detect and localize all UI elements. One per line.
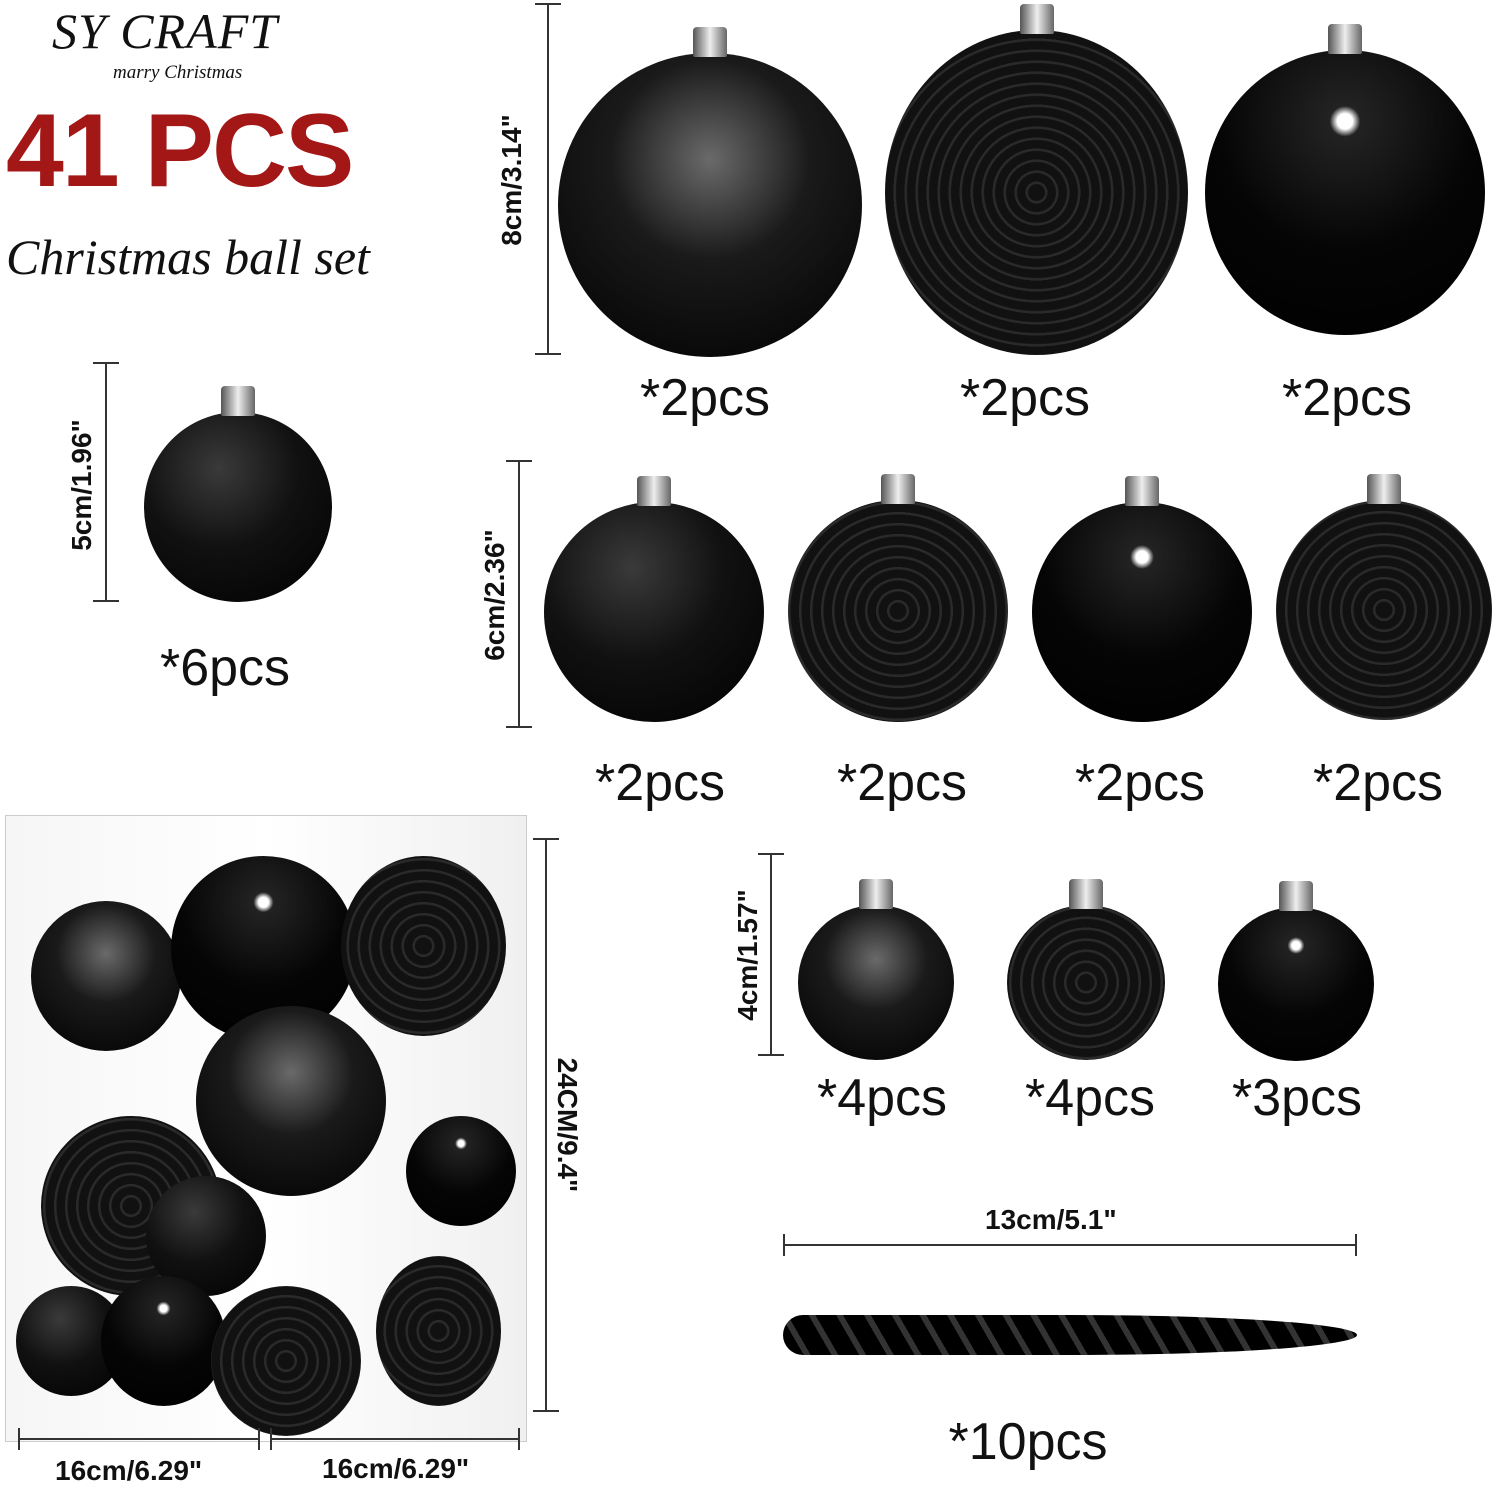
ornament-6cm-floral [788, 474, 1008, 722]
qty-label: *10pcs [948, 1413, 1108, 1471]
package-height-label: 24CM/9.4" [552, 1057, 583, 1193]
ornament-4cm-glitter [798, 879, 954, 1060]
dimension-line-5cm [93, 362, 119, 602]
qty-label: *4pcs [816, 1069, 948, 1127]
dimension-label-5cm: 5cm/1.96" [66, 419, 97, 551]
dimension-line-depth [270, 1428, 520, 1450]
piece-count: 41 PCS [6, 93, 354, 209]
dimension-label-4cm: 4cm/1.57" [732, 889, 763, 1021]
ornament-6cm-shiny [1032, 476, 1252, 722]
ornament-6cm-matte [544, 476, 764, 722]
dimension-line-height [533, 838, 559, 1412]
qty-label: *2pcs [1074, 754, 1206, 812]
dimension-line-13cm [783, 1234, 1357, 1256]
ornament-4cm-shiny [1218, 881, 1374, 1061]
package-depth-label: 16cm/6.29" [322, 1453, 470, 1484]
brand-logo: SY CRAFT [52, 3, 279, 59]
ornament-4cm-tree [1007, 879, 1165, 1060]
qty-label: *4pcs [1024, 1069, 1156, 1127]
ornament-5cm-matte [144, 386, 332, 602]
qty-label: *2pcs [594, 754, 726, 812]
qty-label: *3pcs [1231, 1069, 1363, 1127]
dimension-label-13cm: 13cm/5.1" [985, 1204, 1117, 1235]
ornament-6cm-leaf [1276, 474, 1492, 720]
set-title: Christmas ball set [6, 229, 370, 285]
qty-label: *2pcs [959, 369, 1091, 427]
dimension-line-6cm [506, 460, 532, 728]
dimension-line-4cm [758, 853, 784, 1056]
brand-tagline: marry Christmas [113, 62, 243, 83]
dimension-label-6cm: 6cm/2.36" [479, 529, 510, 661]
dimension-line-width [18, 1428, 260, 1450]
qty-label: *2pcs [1281, 369, 1413, 427]
qty-label: *6pcs [159, 639, 291, 697]
qty-label: *2pcs [836, 754, 968, 812]
dimension-line-8cm [535, 3, 561, 355]
ornament-8cm-glitter [558, 27, 862, 357]
package-box [5, 815, 527, 1442]
qty-label: *2pcs [639, 369, 771, 427]
package-width-label: 16cm/6.29" [55, 1455, 203, 1486]
icicle-ornament [783, 1315, 1357, 1355]
ornament-8cm-shiny [1205, 24, 1485, 335]
ornament-8cm-sleigh [885, 4, 1188, 355]
qty-label: *2pcs [1312, 754, 1444, 812]
dimension-label-8cm: 8cm/3.14" [496, 114, 527, 246]
